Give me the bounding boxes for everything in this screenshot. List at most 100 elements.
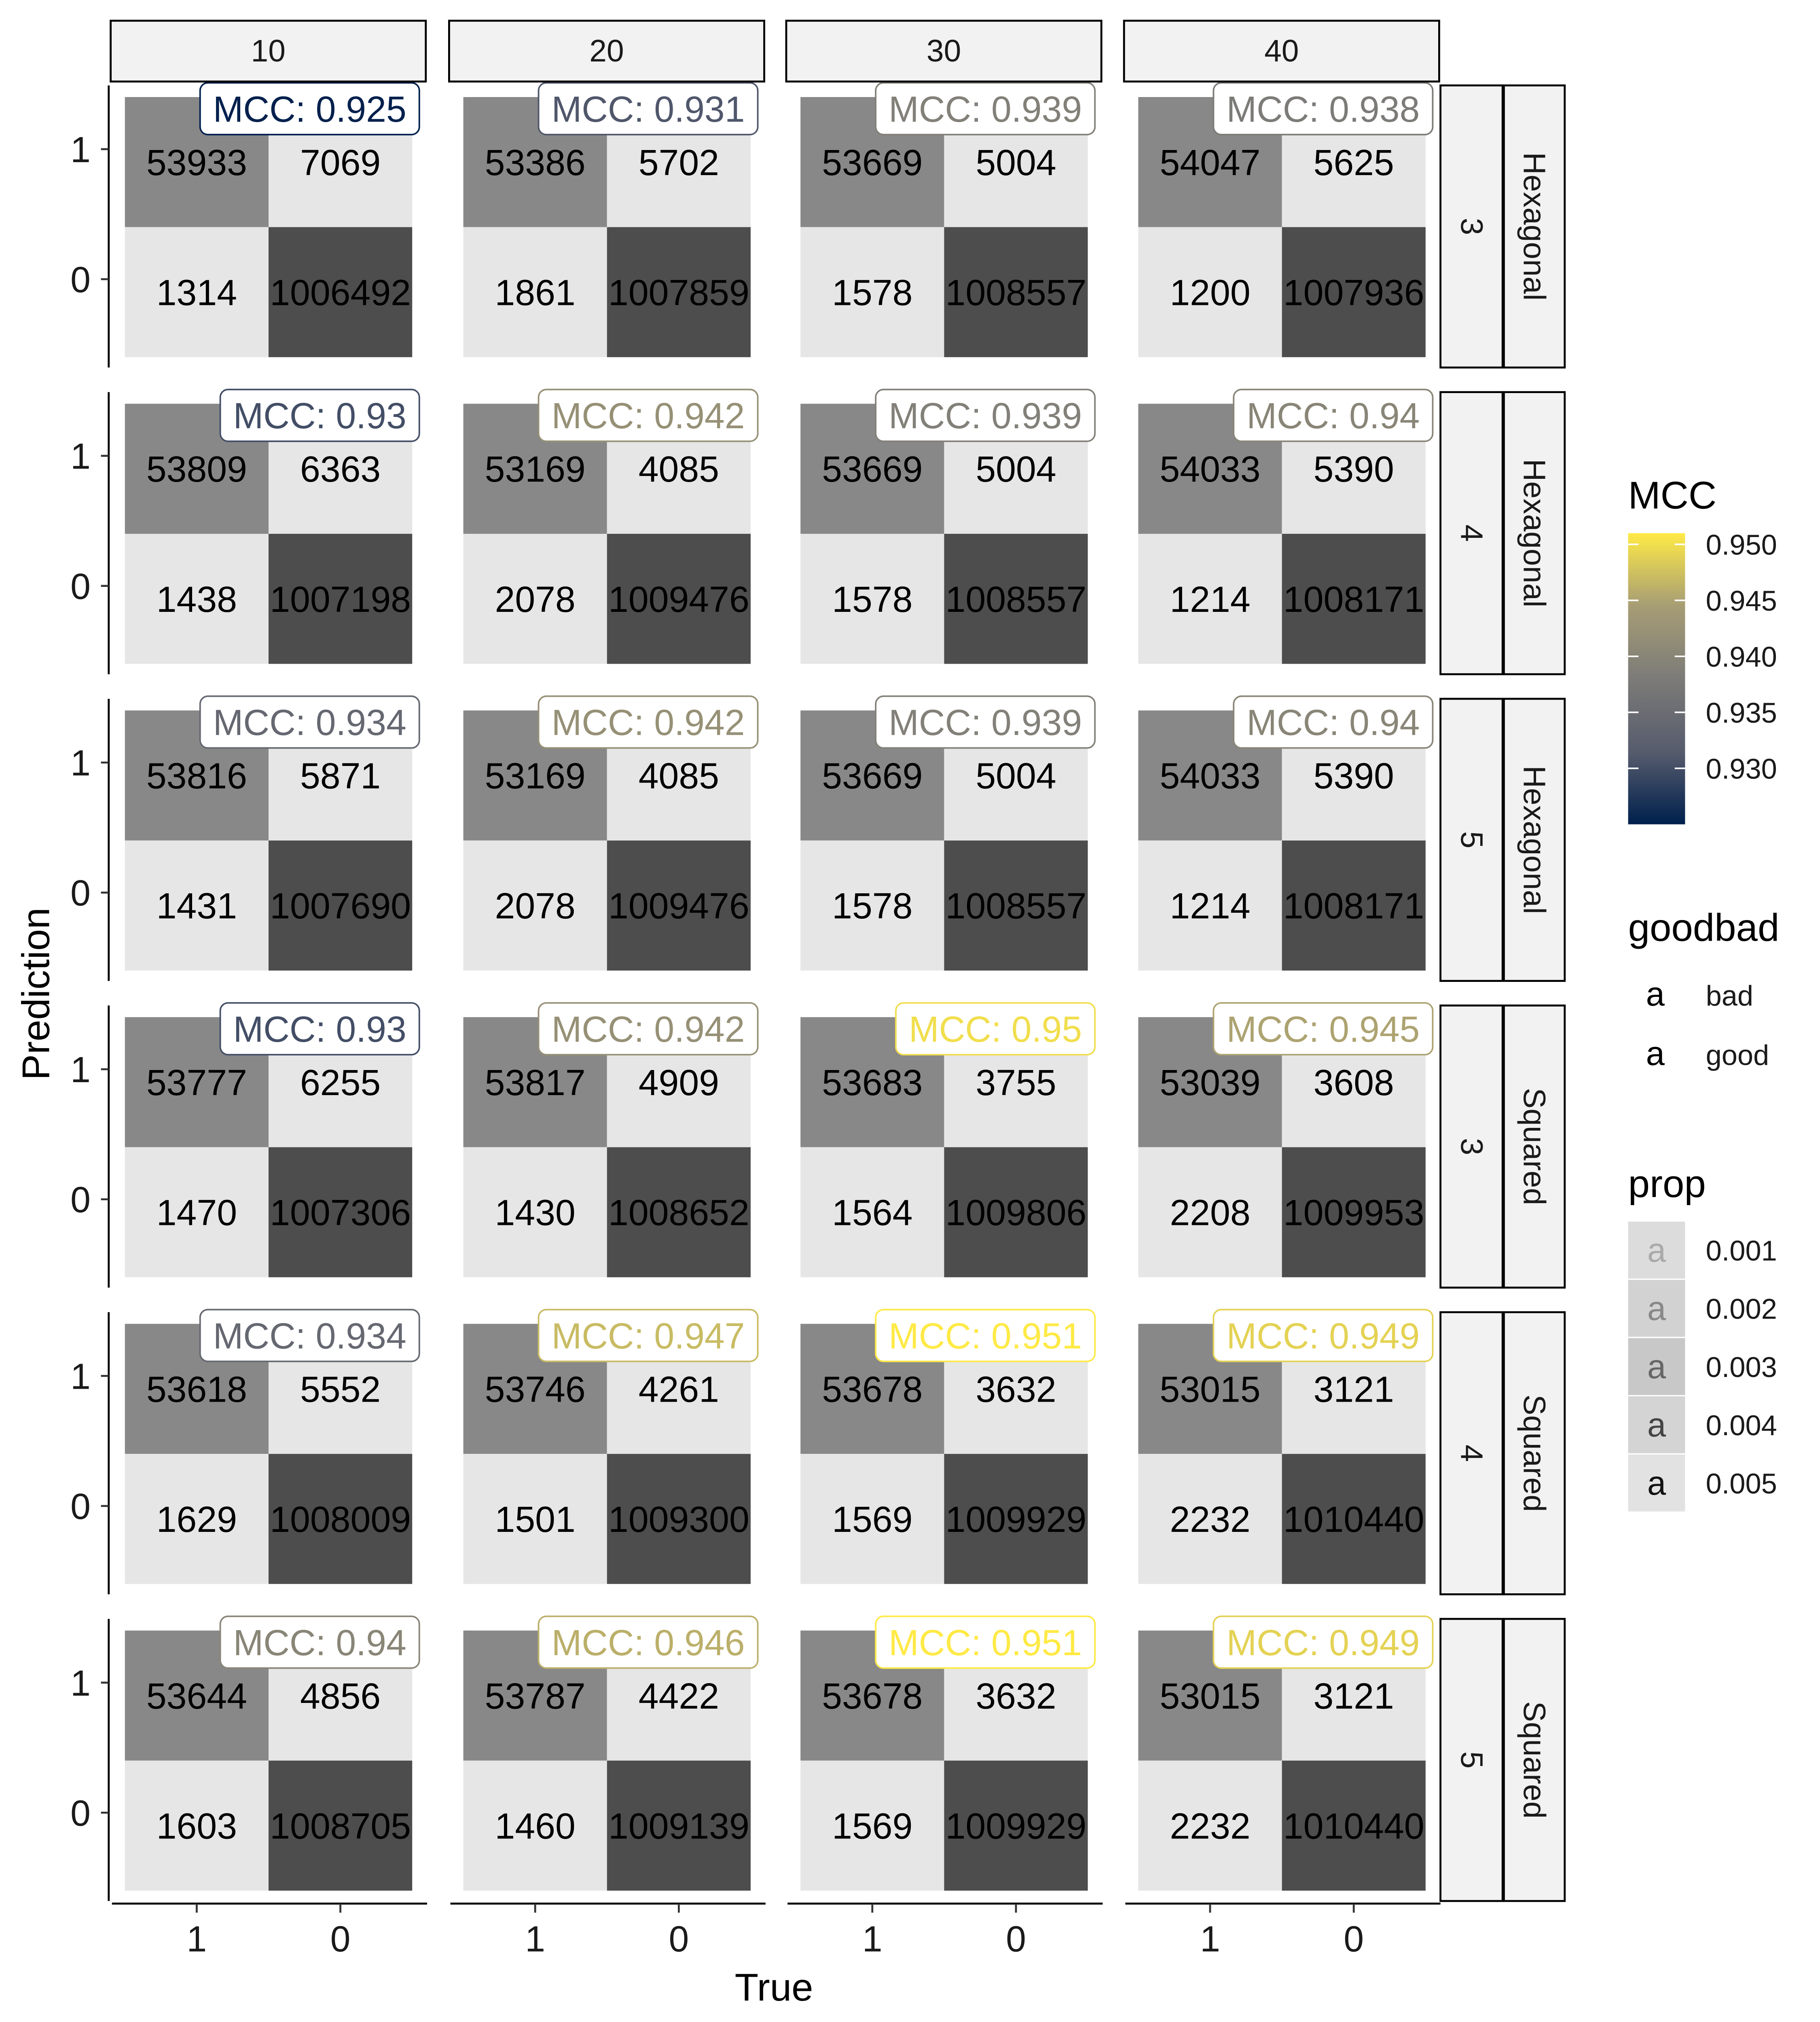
- cell-count-label: 1578: [832, 579, 912, 620]
- cell-count-label: 1009476: [608, 579, 749, 620]
- confusion-panel: 54033 5390 1214 1008171 MCC: 0.94: [1138, 695, 1434, 971]
- cell-count-label: 1008557: [946, 272, 1087, 313]
- mcc-label-box: [875, 695, 1096, 749]
- confusion-panel: 53777 6255 1470 1007306 MCC: 0.93: [125, 1002, 420, 1277]
- heatmap-cell-tn: [269, 840, 413, 971]
- cell-count-label: 3755: [976, 1062, 1056, 1103]
- cell-count-label: 1314: [157, 272, 237, 313]
- panels-layer: 53933 7069 1314 1006492 MCC: 0.925 53386 5702 1…: [125, 82, 1434, 1891]
- mcc-label: MCC: 0.942: [552, 1009, 745, 1049]
- cell-count-label: 53933: [146, 142, 247, 183]
- legend-prop-label: 0.001: [1706, 1235, 1777, 1267]
- cell-count-label: 53777: [146, 1062, 247, 1103]
- row-strip-number: [1439, 84, 1504, 369]
- mcc-label-box: [538, 1309, 759, 1362]
- x-tick-label: 1: [525, 1919, 545, 1959]
- mcc-label-box: [875, 82, 1096, 135]
- row-strip-shape: [1503, 84, 1566, 369]
- cell-count-label: 53015: [1160, 1676, 1260, 1716]
- heatmap-cell-fn: [463, 1147, 607, 1277]
- heatmap-cell-tn: [269, 1147, 413, 1277]
- heatmap-cell-fn: [1138, 840, 1282, 971]
- cell-count-label: 1009476: [608, 886, 749, 926]
- mcc-label: MCC: 0.938: [1226, 89, 1420, 129]
- mcc-label: MCC: 0.939: [889, 396, 1082, 436]
- mcc-label-box: [538, 695, 759, 749]
- row-strip-shape: [1503, 1618, 1566, 1902]
- cell-count-label: 53817: [485, 1062, 586, 1103]
- x-tick-label: 1: [862, 1919, 882, 1959]
- cell-count-label: 2078: [495, 579, 576, 620]
- cell-count-label: 1007198: [270, 579, 411, 620]
- mcc-label-box: [219, 1615, 420, 1669]
- heatmap-cell-fn: [800, 840, 944, 971]
- heatmap-cell-fn: [1138, 1147, 1282, 1277]
- confusion-panel: 53669 5004 1578 1008557 MCC: 0.939: [800, 82, 1096, 357]
- heatmap-cell-tn: [607, 1147, 751, 1277]
- legend-goodbad-title: goodbad: [1628, 906, 1780, 949]
- confusion-panel: 53678 3632 1569 1009929 MCC: 0.951: [800, 1309, 1096, 1584]
- mcc-label: MCC: 0.931: [552, 89, 745, 129]
- cell-count-label: 1008171: [1283, 579, 1424, 620]
- mcc-label-box: [1213, 1309, 1434, 1362]
- mcc-label: MCC: 0.951: [889, 1316, 1082, 1356]
- row-strip-shape: [1503, 698, 1566, 982]
- cell-count-label: 4856: [300, 1676, 381, 1716]
- cell-count-label: 1006492: [270, 272, 411, 313]
- cell-count-label: 1008557: [946, 886, 1087, 926]
- mcc-label-box: [219, 1002, 420, 1055]
- heatmap-cell-fn: [800, 534, 944, 664]
- y-tick-label: 0: [70, 566, 91, 607]
- heatmap-cell-tn: [1282, 227, 1426, 357]
- legend-goodbad-key: a: [1646, 1035, 1665, 1072]
- cell-count-label: 1009953: [1283, 1193, 1424, 1233]
- legend-prop-key: [1628, 1280, 1685, 1337]
- mcc-label: MCC: 0.925: [213, 89, 406, 129]
- cell-count-label: 4261: [639, 1369, 719, 1409]
- cell-count-label: 53746: [485, 1369, 586, 1409]
- cell-count-label: 54047: [1160, 142, 1260, 183]
- column-strip: [110, 19, 427, 82]
- cell-count-label: 6363: [300, 449, 381, 489]
- mcc-label: MCC: 0.951: [889, 1622, 1082, 1663]
- cell-count-label: 53678: [822, 1676, 923, 1716]
- confusion-panel: 54047 5625 1200 1007936 MCC: 0.938: [1138, 82, 1434, 357]
- mcc-label: MCC: 0.934: [213, 702, 406, 743]
- cell-count-label: 3632: [976, 1369, 1056, 1409]
- mcc-label-box: [199, 82, 420, 135]
- row-strip-number: [1439, 391, 1504, 675]
- cell-count-label: 1438: [157, 579, 237, 620]
- cell-count-label: 1214: [1170, 579, 1250, 620]
- heatmap-cell-fn: [463, 227, 607, 357]
- heatmap-cell-tn: [944, 1454, 1088, 1584]
- row-strip-shape-label: Squared: [1517, 1088, 1552, 1205]
- heatmap-cell-tn: [269, 1760, 413, 1891]
- heatmap-cell-fn: [125, 1760, 269, 1891]
- mcc-label: MCC: 0.939: [889, 702, 1082, 743]
- row-strip-shape-label: Hexagonal: [1517, 459, 1552, 607]
- confusion-panel: 53816 5871 1431 1007690 MCC: 0.934: [125, 695, 420, 971]
- confusion-panel: 53933 7069 1314 1006492 MCC: 0.925: [125, 82, 420, 357]
- row-strip-number-label: 4: [1454, 1445, 1489, 1462]
- cell-count-label: 1007936: [1283, 272, 1424, 313]
- confusion-panel: 53669 5004 1578 1008557 MCC: 0.939: [800, 695, 1096, 971]
- strips-layer: 10 20 30 40 3 Hexagonal 4 Hexagonal 5 Hexagonal 3 S…: [110, 19, 1566, 1902]
- column-strip: [785, 19, 1103, 82]
- row-strip-number-label: 5: [1454, 831, 1489, 848]
- cell-count-label: 1007690: [270, 886, 411, 926]
- mcc-label: MCC: 0.942: [552, 702, 745, 743]
- heatmap-cell-tn: [944, 227, 1088, 357]
- heatmap-cell-tn: [1282, 534, 1426, 664]
- confusion-panel: 53169 4085 2078 1009476 MCC: 0.942: [463, 695, 759, 971]
- heatmap-cell-fn: [1138, 1760, 1282, 1891]
- y-axis-title: Prediction: [15, 907, 58, 1080]
- legend-goodbad-label: good: [1706, 1039, 1769, 1071]
- row-strip-number-label: 4: [1454, 525, 1489, 542]
- cell-count-label: 3608: [1314, 1062, 1394, 1103]
- row-strip-shape-label: Squared: [1517, 1394, 1552, 1512]
- heatmap-cell-fn: [1138, 227, 1282, 357]
- cell-count-label: 2078: [495, 886, 576, 926]
- cell-count-label: 5004: [976, 142, 1056, 183]
- cell-count-label: 53787: [485, 1676, 586, 1716]
